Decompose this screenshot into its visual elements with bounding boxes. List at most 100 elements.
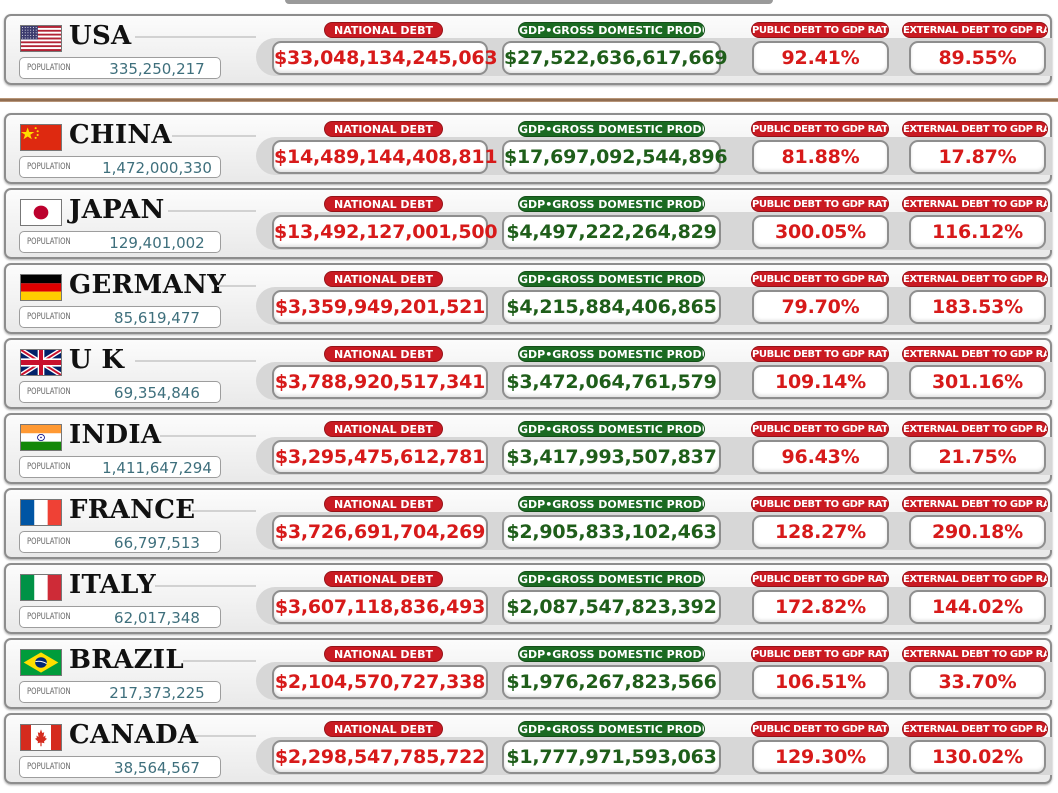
- gdp-box: $4,215,884,406,865: [502, 290, 721, 324]
- gdp-header: GDP•GROSS DOMESTIC PRODUCT: [518, 646, 705, 662]
- population-box: POPULATION 66,797,513: [19, 531, 221, 553]
- external-ratio-value: 21.75%: [938, 446, 1017, 468]
- title-rule: [155, 585, 256, 587]
- external-ratio-box: 33.70%: [909, 665, 1046, 699]
- public-ratio-header: PUBLIC DEBT TO GDP RATIO: [751, 346, 889, 362]
- public-ratio-value: 92.41%: [781, 47, 860, 69]
- national-debt-value: $13,492,127,001,500: [274, 221, 498, 243]
- population-box: POPULATION 38,564,567: [19, 756, 221, 778]
- usa-flag-icon: [20, 25, 62, 52]
- title-rule: [135, 360, 256, 362]
- external-ratio-value: 301.16%: [932, 371, 1023, 393]
- national-debt-box: $3,295,475,612,781: [272, 440, 488, 474]
- national-debt-box: $33,048,134,245,063: [272, 41, 498, 75]
- gdp-box: $1,777,971,593,063: [502, 740, 721, 774]
- public-ratio-header: PUBLIC DEBT TO GDP RATIO: [751, 22, 889, 38]
- gdp-value: $2,905,833,102,463: [506, 521, 717, 543]
- public-ratio-box: 92.41%: [752, 41, 889, 75]
- gdp-value: $4,497,222,264,829: [506, 221, 717, 243]
- population-box: POPULATION 85,619,477: [19, 306, 221, 328]
- japan-flag-icon: [20, 199, 62, 226]
- national-debt-header: NATIONAL DEBT: [324, 496, 443, 512]
- country-row[interactable]: FRANCE POPULATION 66,797,513 NATIONAL DE…: [4, 488, 1052, 559]
- gdp-box: $27,522,636,617,669: [502, 41, 728, 75]
- country-row[interactable]: U K POPULATION 69,354,846 NATIONAL DEBT …: [4, 338, 1052, 409]
- title-rule: [135, 36, 256, 38]
- national-debt-box: $3,726,691,704,269: [272, 515, 488, 549]
- population-value: 66,797,513: [114, 534, 200, 552]
- national-debt-header: NATIONAL DEBT: [324, 646, 443, 662]
- national-debt-header: NATIONAL DEBT: [324, 22, 443, 38]
- title-rule: [192, 510, 256, 512]
- population-label: POPULATION: [27, 387, 71, 397]
- country-row[interactable]: GERMANY POPULATION 85,619,477 NATIONAL D…: [4, 263, 1052, 334]
- gdp-value: $1,777,971,593,063: [506, 746, 717, 768]
- external-ratio-value: 116.12%: [932, 221, 1023, 243]
- national-debt-value: $2,104,570,727,338: [274, 671, 486, 693]
- public-ratio-header: PUBLIC DEBT TO GDP RATIO: [751, 646, 889, 662]
- gdp-header: GDP•GROSS DOMESTIC PRODUCT: [518, 496, 705, 512]
- external-ratio-box: 290.18%: [909, 515, 1046, 549]
- external-ratio-box: 116.12%: [909, 215, 1046, 249]
- country-row[interactable]: CHINA POPULATION 1,472,000,330 NATIONAL …: [4, 113, 1052, 184]
- national-debt-value: $3,607,118,836,493: [274, 596, 486, 618]
- public-ratio-box: 109.14%: [752, 365, 889, 399]
- public-ratio-value: 129.30%: [775, 746, 866, 768]
- national-debt-box: $13,492,127,001,500: [272, 215, 498, 249]
- national-debt-box: $3,788,920,517,341: [272, 365, 488, 399]
- public-ratio-value: 300.05%: [775, 221, 866, 243]
- national-debt-box: $2,104,570,727,338: [272, 665, 488, 699]
- public-ratio-box: 300.05%: [752, 215, 889, 249]
- public-ratio-header: PUBLIC DEBT TO GDP RATIO: [751, 121, 889, 137]
- gdp-header: GDP•GROSS DOMESTIC PRODUCT: [518, 346, 705, 362]
- external-ratio-value: 89.55%: [938, 47, 1017, 69]
- title-rule: [183, 660, 256, 662]
- population-value: 129,401,002: [109, 234, 205, 252]
- external-ratio-box: 89.55%: [909, 41, 1046, 75]
- public-ratio-box: 172.82%: [752, 590, 889, 624]
- gdp-value: $4,215,884,406,865: [506, 296, 717, 318]
- gdp-box: $3,417,993,507,837: [502, 440, 721, 474]
- national-debt-value: $3,788,920,517,341: [274, 371, 486, 393]
- public-ratio-header: PUBLIC DEBT TO GDP RATIO: [751, 271, 889, 287]
- population-box: POPULATION 62,017,348: [19, 606, 221, 628]
- external-ratio-header: EXTERNAL DEBT TO GDP RATIO: [902, 121, 1048, 137]
- gdp-header: GDP•GROSS DOMESTIC PRODUCT: [518, 271, 705, 287]
- public-ratio-value: 81.88%: [781, 146, 860, 168]
- external-ratio-header: EXTERNAL DEBT TO GDP RATIO: [902, 22, 1048, 38]
- population-label: POPULATION: [27, 537, 71, 547]
- external-ratio-box: 21.75%: [909, 440, 1046, 474]
- public-ratio-value: 128.27%: [775, 521, 866, 543]
- top-scroll-strip: [285, 0, 773, 4]
- public-ratio-header: PUBLIC DEBT TO GDP RATIO: [751, 571, 889, 587]
- public-ratio-header: PUBLIC DEBT TO GDP RATIO: [751, 721, 889, 737]
- external-ratio-value: 130.02%: [932, 746, 1023, 768]
- country-row[interactable]: CANADA POPULATION 38,564,567 NATIONAL DE…: [4, 713, 1052, 784]
- country-row[interactable]: BRAZIL POPULATION 217,373,225 NATIONAL D…: [4, 638, 1052, 709]
- public-ratio-box: 129.30%: [752, 740, 889, 774]
- gdp-box: $1,976,267,823,566: [502, 665, 721, 699]
- title-rule: [172, 135, 256, 137]
- public-ratio-header: PUBLIC DEBT TO GDP RATIO: [751, 196, 889, 212]
- country-row[interactable]: ITALY POPULATION 62,017,348 NATIONAL DEB…: [4, 563, 1052, 634]
- population-value: 38,564,567: [114, 759, 200, 777]
- country-row[interactable]: JAPAN POPULATION 129,401,002 NATIONAL DE…: [4, 188, 1052, 259]
- country-name: BRAZIL: [69, 645, 184, 675]
- national-debt-header: NATIONAL DEBT: [324, 571, 443, 587]
- public-ratio-box: 79.70%: [752, 290, 889, 324]
- population-label: POPULATION: [27, 312, 71, 322]
- population-box: POPULATION 69,354,846: [19, 381, 221, 403]
- national-debt-header: NATIONAL DEBT: [324, 196, 443, 212]
- external-ratio-box: 144.02%: [909, 590, 1046, 624]
- population-label: POPULATION: [27, 762, 71, 772]
- country-name: GERMANY: [69, 270, 227, 300]
- national-debt-header: NATIONAL DEBT: [324, 271, 443, 287]
- gdp-value: $17,697,092,544,896: [504, 146, 728, 168]
- gdp-box: $17,697,092,544,896: [502, 140, 728, 174]
- public-ratio-value: 109.14%: [775, 371, 866, 393]
- national-debt-value: $33,048,134,245,063: [274, 47, 498, 69]
- country-row[interactable]: USA POPULATION 335,250,217 NATIONAL DEBT…: [4, 14, 1052, 85]
- country-row[interactable]: INDIA POPULATION 1,411,647,294 NATIONAL …: [4, 413, 1052, 484]
- external-ratio-header: EXTERNAL DEBT TO GDP RATIO: [902, 496, 1048, 512]
- country-name: JAPAN: [69, 195, 165, 225]
